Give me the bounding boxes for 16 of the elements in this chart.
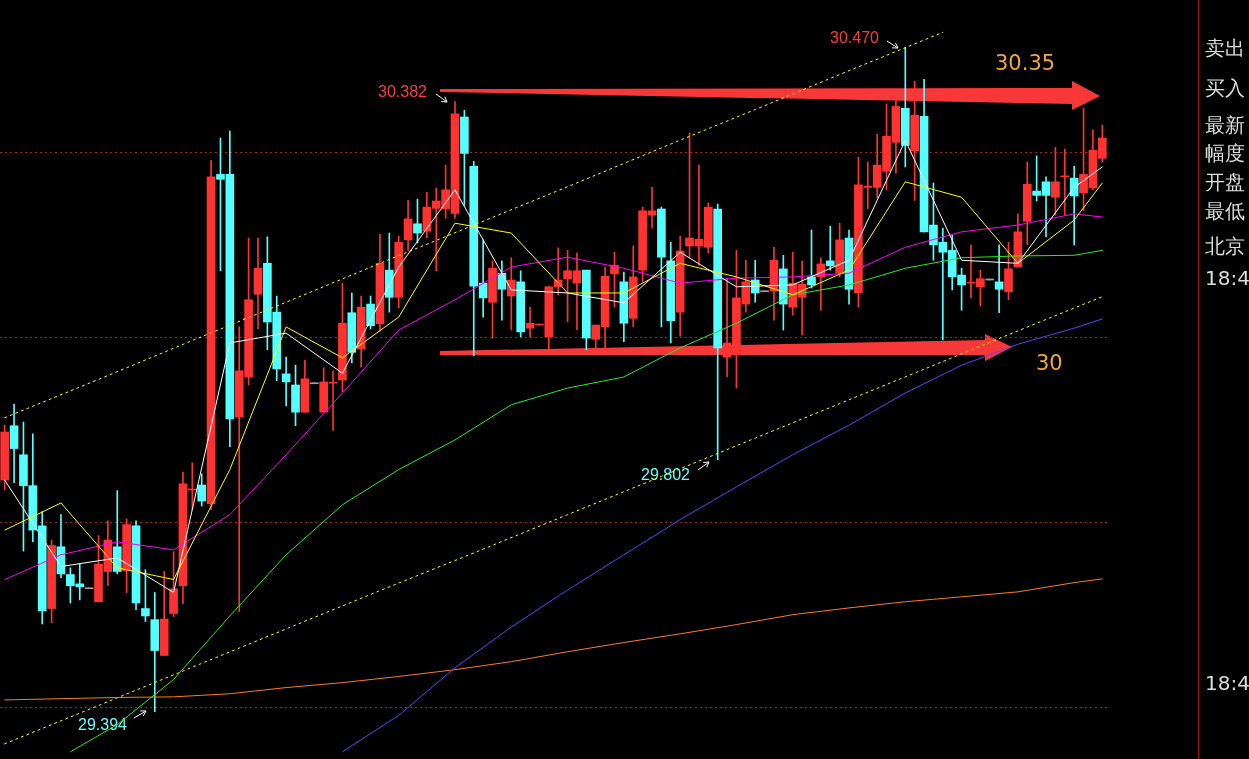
annotation: 30 <box>1036 351 1063 375</box>
candlestick <box>825 225 835 271</box>
text: 18:4 <box>1205 671 1249 695</box>
annotation: 30.35 <box>995 51 1056 75</box>
text: 最新 <box>1205 113 1245 137</box>
text: 30.470 <box>830 29 879 47</box>
text: 18:4 <box>1205 266 1249 290</box>
text: 幅度 <box>1205 141 1245 165</box>
text: 北京 <box>1205 234 1245 258</box>
candlestick <box>994 244 1004 314</box>
text: 卖出 <box>1205 36 1245 60</box>
annotation: 30.382 <box>378 83 427 101</box>
annotation: 29.802 <box>641 466 690 484</box>
text: 最低 <box>1205 199 1245 223</box>
text: 开盘 <box>1205 170 1245 194</box>
text: 买入 <box>1205 76 1245 100</box>
